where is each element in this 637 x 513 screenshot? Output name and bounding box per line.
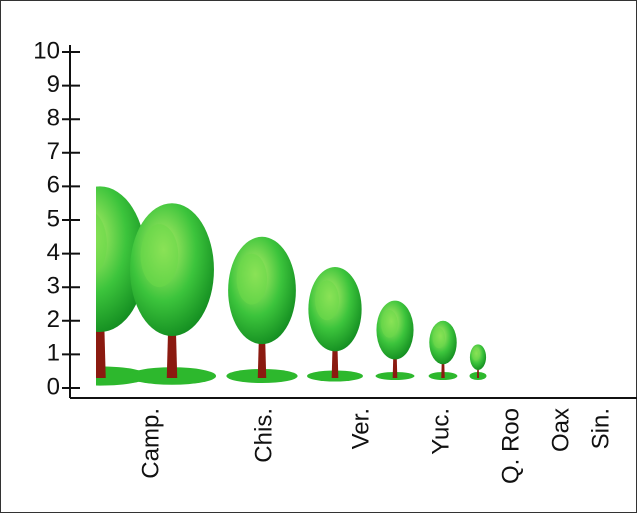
tree	[375, 300, 415, 380]
y-tick-label: 0	[47, 373, 60, 400]
y-tick-label: 6	[47, 172, 60, 199]
tree-crown-detail	[381, 309, 398, 338]
x-tick-label: Q. Roo	[497, 408, 524, 484]
tree	[307, 267, 363, 382]
y-tick-label: 2	[47, 306, 60, 333]
tree-crown-detail	[96, 213, 107, 275]
y-tick-label: 4	[47, 239, 60, 266]
y-tick-label: 10	[33, 37, 60, 64]
tree-crown-detail	[140, 224, 179, 288]
tree-crown-detail	[432, 327, 446, 349]
y-tick-label: 9	[47, 71, 60, 98]
tree-crown-detail	[471, 348, 480, 361]
tree-crown-detail	[236, 253, 268, 305]
x-tick-label: Chis.	[250, 408, 277, 463]
x-tick-label: Yuc.	[427, 408, 454, 455]
tree-crown-detail	[315, 280, 339, 321]
y-tick-label: 8	[47, 105, 60, 132]
tree	[127, 203, 217, 385]
tree	[226, 236, 298, 384]
x-tick-label: Oax	[547, 408, 574, 452]
y-tick-label: 1	[47, 340, 60, 367]
tree	[469, 344, 487, 380]
x-tick-label: Ver.	[347, 408, 374, 449]
x-tick-label: Sin.	[587, 408, 614, 449]
tree	[428, 320, 458, 380]
y-tick-label: 5	[47, 205, 60, 232]
y-tick-label: 7	[47, 138, 60, 165]
y-tick-label: 3	[47, 273, 60, 300]
plot-area	[96, 186, 487, 386]
x-tick-label: Camp.	[137, 408, 164, 479]
